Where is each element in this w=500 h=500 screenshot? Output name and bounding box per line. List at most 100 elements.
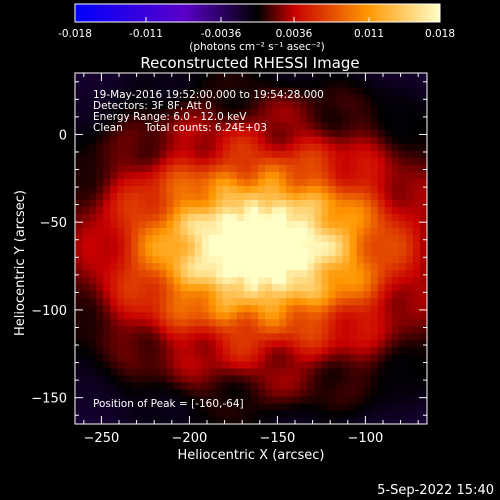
heatmap-cell [103,325,111,334]
heatmap-cell [335,227,344,236]
heatmap-cell [222,199,231,207]
heatmap-cell [258,185,266,193]
heatmap-cell [251,115,259,123]
heatmap-cell [180,255,189,264]
y-tick-label: −50 [40,216,67,231]
heatmap-cell [377,213,386,222]
heatmap-cell [222,269,231,278]
heatmap-cell [412,353,421,362]
heatmap-cell [138,122,146,130]
heatmap-cell [328,304,337,313]
heatmap-cell [314,402,322,411]
heatmap-cell [96,290,104,299]
heatmap-cell [215,374,224,383]
heatmap-cell [215,297,224,306]
heatmap-cell [328,269,337,278]
heatmap-cell [279,241,287,250]
heatmap-cell [342,199,351,207]
heatmap-cell [419,185,427,193]
heatmap-cell [307,395,315,404]
heatmap-cell [96,346,104,355]
heatmap-cell [75,101,83,109]
heatmap-cell [328,353,337,362]
heatmap-cell [391,402,400,411]
heatmap-cell [236,150,245,158]
heatmap-cell [293,248,301,257]
heatmap-cell [208,332,217,341]
heatmap-cell [251,213,259,222]
heatmap-cell [363,276,372,285]
heatmap-cell [229,108,238,116]
heatmap-cell [349,206,358,214]
heatmap-cell [215,143,224,151]
heatmap-cell [307,374,315,383]
heatmap-cell [321,360,330,369]
heatmap-cell [159,234,168,243]
heatmap-cell [335,388,344,397]
heatmap-cell [82,339,90,348]
heatmap-cell [110,206,118,214]
heatmap-cell [293,388,301,397]
heatmap-cell [384,129,393,137]
heatmap-cell [208,353,217,362]
heatmap-cell [349,332,358,341]
heatmap-cell [236,311,245,320]
heatmap-cell [201,171,210,179]
heatmap-cell [159,290,168,299]
heatmap-cell [300,262,308,271]
heatmap-cell [89,311,97,320]
heatmap-cell [187,409,196,418]
heatmap-cell [215,325,224,334]
heatmap-cell [419,388,427,397]
heatmap-cell [75,269,83,278]
heatmap-cell [349,192,358,200]
heatmap-cell [398,227,407,236]
heatmap-cell [272,108,280,116]
heatmap-cell [75,332,83,341]
heatmap-cell [293,206,301,214]
heatmap-cell [335,199,344,207]
heatmap-cell [286,164,294,172]
heatmap-cell [96,374,104,383]
heatmap-cell [96,192,104,200]
heatmap-cell [124,367,132,376]
heatmap-cell [391,129,400,137]
heatmap-cell [201,290,210,299]
heatmap-cell [166,395,175,404]
heatmap-cell [222,311,231,320]
heatmap-cell [314,374,322,383]
heatmap-cell [117,367,125,376]
heatmap-cell [173,164,182,172]
heatmap-cell [117,353,125,362]
heatmap-cell [166,143,175,151]
heatmap-cell [335,101,344,109]
heatmap-cell [131,129,139,137]
heatmap-cell [265,325,273,334]
heatmap-cell [215,192,224,200]
heatmap-cell [159,206,168,214]
heatmap-cell [265,402,273,411]
heatmap-cell [356,255,365,264]
heatmap-cell [370,115,379,123]
heatmap-cell [314,220,322,229]
heatmap-cell [356,269,365,278]
heatmap-cell [342,255,351,264]
heatmap-cell [300,73,308,81]
heatmap-cell [398,164,407,172]
heatmap-cell [328,206,337,214]
heatmap-cell [96,241,104,250]
heatmap-cell [349,73,358,81]
heatmap-cell [300,122,308,130]
heatmap-cell [243,199,252,207]
heatmap-cell [96,395,104,404]
heatmap-cell [173,297,182,306]
heatmap-cell [117,108,125,116]
heatmap-cell [117,136,125,144]
heatmap-cell [236,283,245,292]
heatmap-cell [391,346,400,355]
heatmap-cell [384,80,393,88]
heatmap-cell [419,108,427,116]
heatmap-cell [187,269,196,278]
heatmap-cell [187,150,196,158]
heatmap-cell [103,192,111,200]
